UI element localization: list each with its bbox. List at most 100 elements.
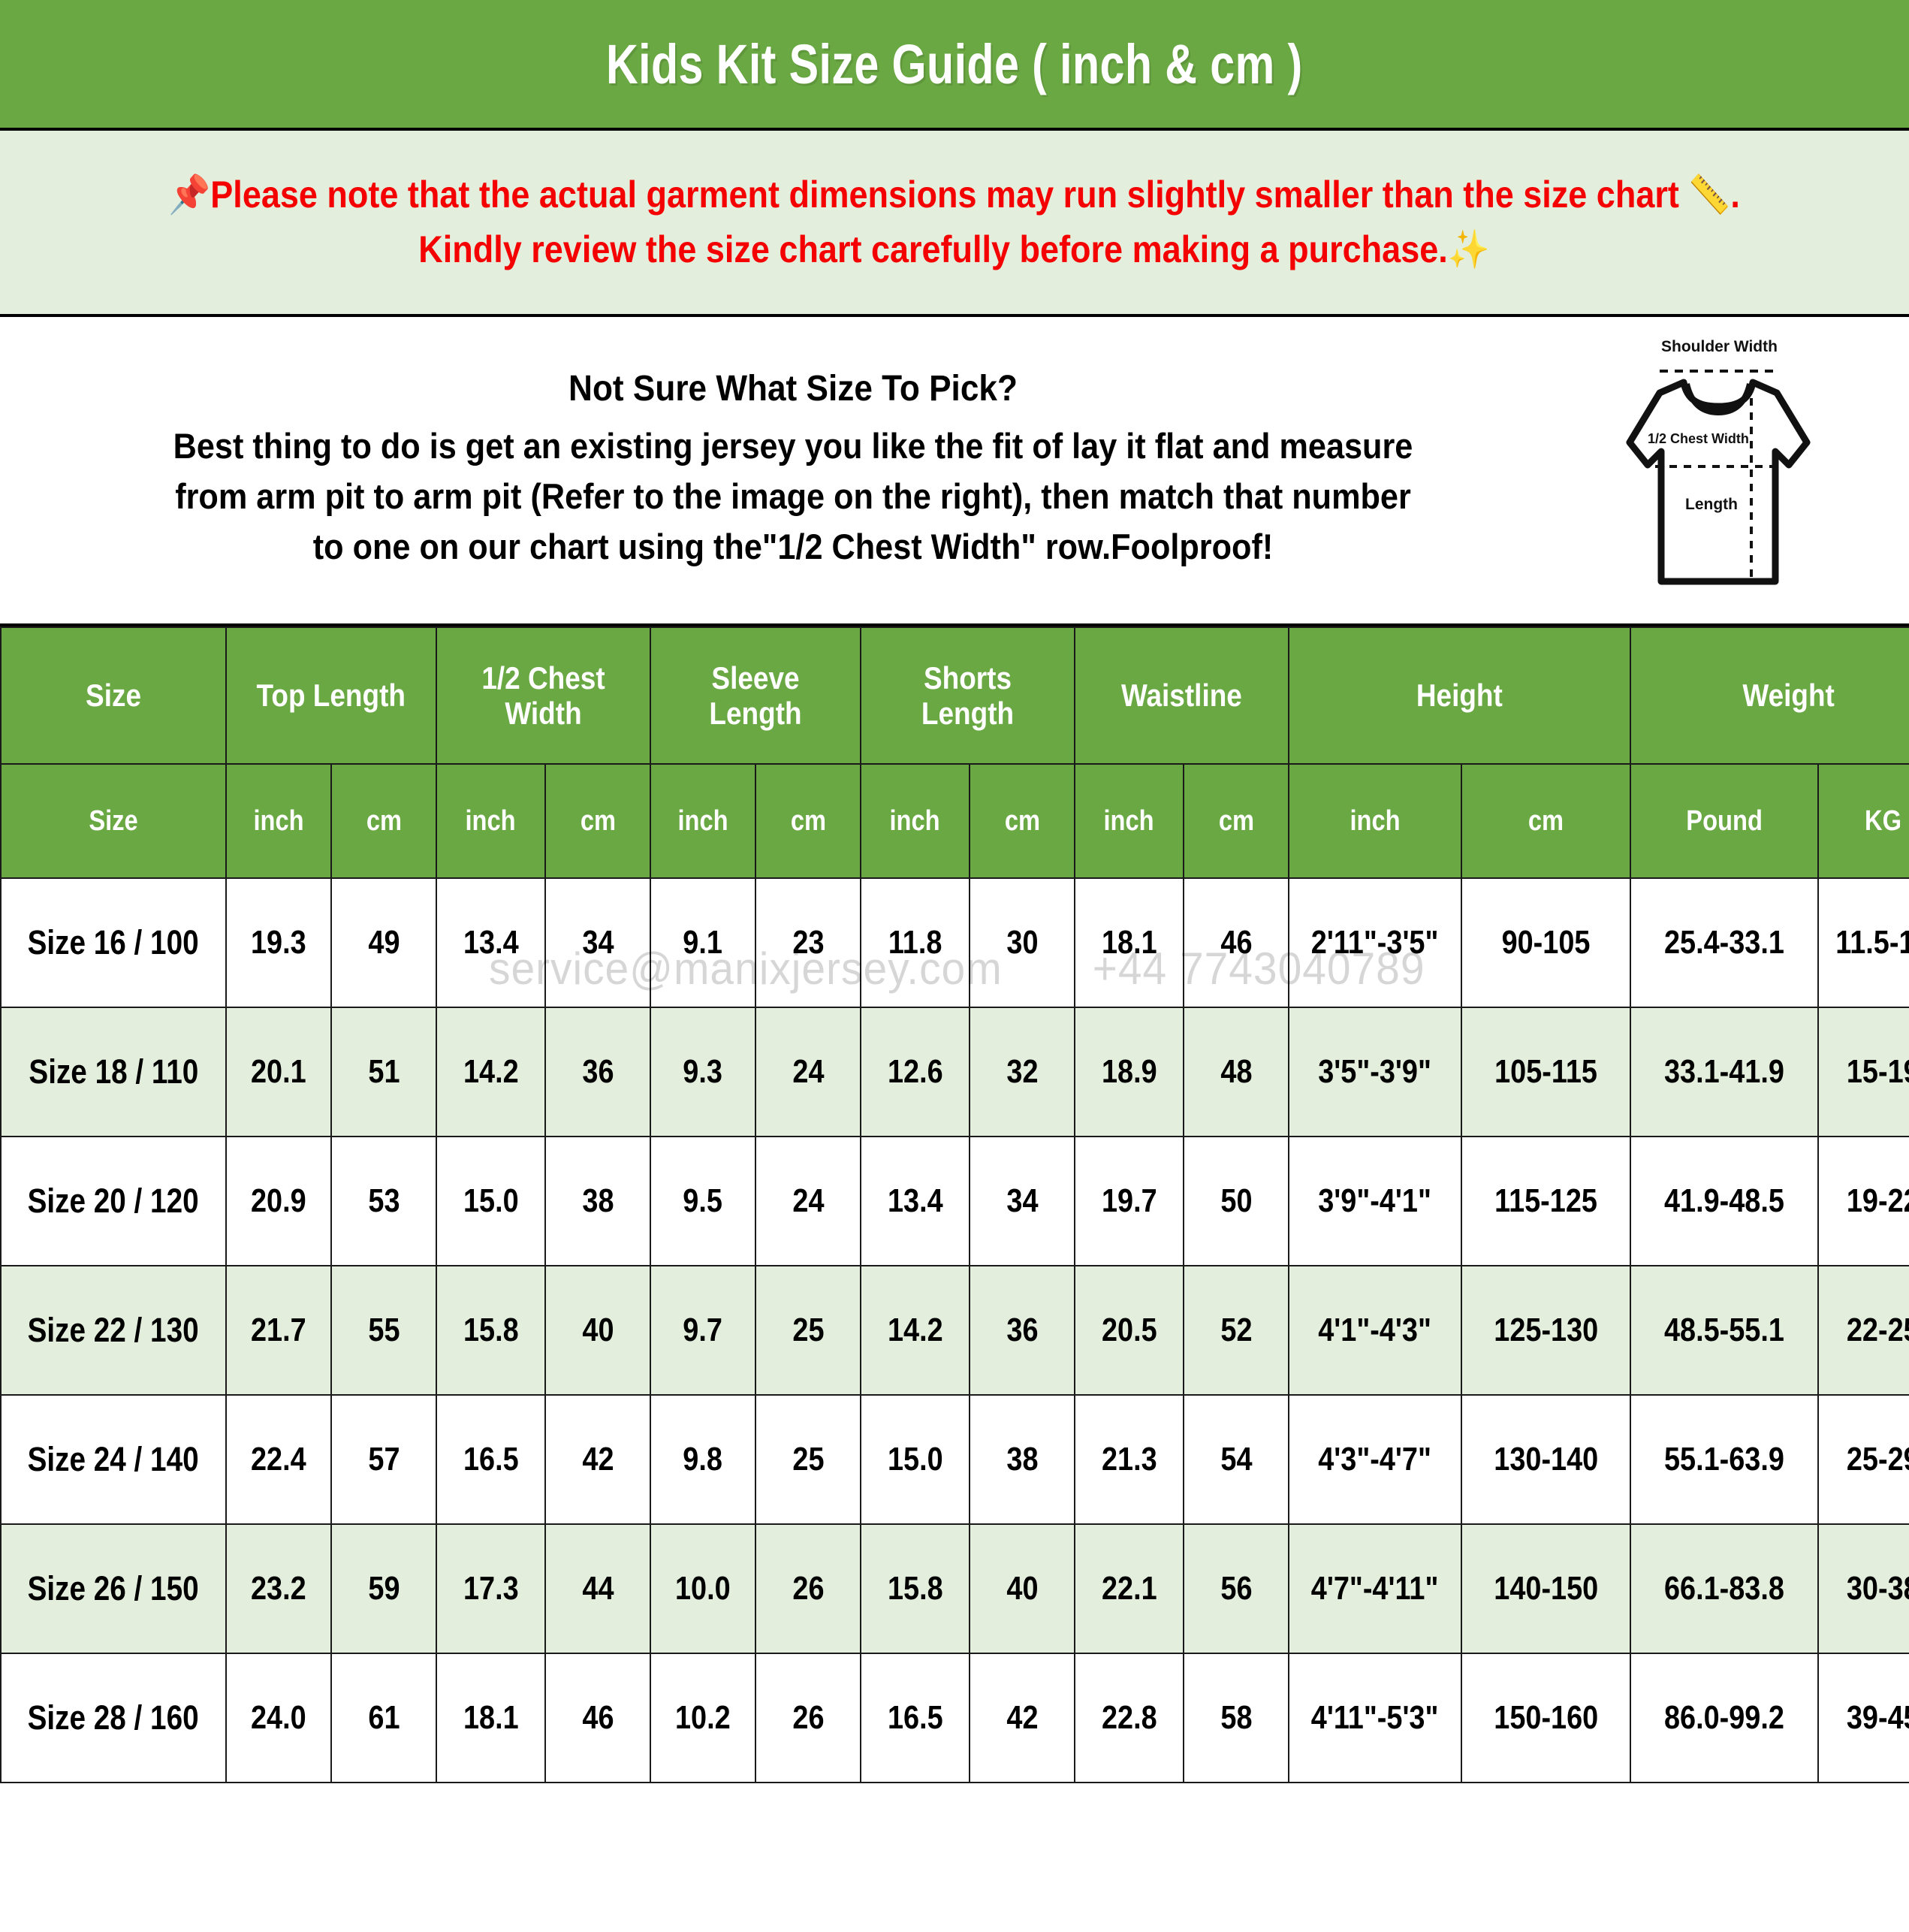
tshirt-measurement-diagram: Shoulder Width 1/2 Chest Width Length — [1594, 317, 1909, 623]
cell-value: 21.3 — [1074, 1394, 1185, 1525]
cell-text: 25 — [792, 1441, 825, 1478]
unit-weight-pound: Pound — [1630, 763, 1820, 879]
cell-value: 90-105 — [1461, 877, 1632, 1008]
cell-value: 9.3 — [650, 1007, 757, 1137]
cell-value: 25-29 — [1817, 1394, 1909, 1525]
cell-value: 33.1-41.9 — [1630, 1007, 1820, 1137]
cell-text: 9.7 — [683, 1312, 723, 1348]
cell-text: 58 — [1220, 1699, 1253, 1736]
cell-value: 23.2 — [225, 1523, 332, 1654]
header-waistline: Waistline — [1074, 626, 1290, 765]
cell-value: 22-25 — [1817, 1265, 1909, 1396]
help-copy: Not Sure What Size To Pick? Best thing t… — [0, 368, 1594, 572]
cell-size: Size 28 / 160 — [0, 1653, 227, 1783]
cell-text: 13.4 — [887, 1182, 943, 1219]
cell-text: 20.1 — [251, 1053, 306, 1090]
shoulder-width-label: Shoulder Width — [1661, 338, 1778, 355]
cell-value: 61 — [330, 1653, 438, 1783]
cell-text: 26 — [792, 1570, 825, 1607]
cell-value: 55.1-63.9 — [1630, 1394, 1820, 1525]
cell-value: 13.4 — [860, 1136, 971, 1266]
ruler-icon: 📏 — [1688, 173, 1731, 216]
cell-value: 34 — [969, 1136, 1076, 1266]
cell-value: 19.3 — [225, 877, 332, 1008]
cell-value: 24 — [755, 1007, 862, 1137]
cell-text: 20.5 — [1101, 1312, 1157, 1348]
cell-value: 55 — [330, 1265, 438, 1396]
cell-text: 25 — [792, 1312, 825, 1348]
cell-text: 41.9-48.5 — [1664, 1182, 1784, 1219]
cell-text: 57 — [367, 1441, 400, 1478]
cell-text: 20.9 — [251, 1182, 306, 1219]
cell-value: 23 — [755, 877, 862, 1008]
unit-shorts-cm: cm — [969, 763, 1076, 879]
cell-text: 24 — [792, 1182, 825, 1219]
cell-text: 18.1 — [463, 1699, 519, 1736]
cell-value: 140-150 — [1461, 1523, 1632, 1654]
cell-text: 53 — [367, 1182, 400, 1219]
header-size: Size — [0, 626, 227, 765]
cell-text: 42 — [1006, 1699, 1039, 1736]
header-weight: Weight — [1630, 626, 1909, 765]
cell-text: 26 — [792, 1699, 825, 1736]
unit-shorts-inch: inch — [860, 763, 971, 879]
cell-text: 33.1-41.9 — [1664, 1053, 1784, 1090]
cell-text: 55.1-63.9 — [1664, 1441, 1784, 1478]
cell-text: 115-125 — [1494, 1182, 1597, 1219]
cell-text: 19-22 — [1846, 1182, 1909, 1219]
cell-value: 39-45 — [1817, 1653, 1909, 1783]
cell-value: 30 — [969, 877, 1076, 1008]
cell-value: 26 — [755, 1653, 862, 1783]
cell-value: 36 — [544, 1007, 652, 1137]
cell-text: 2'11"-3'5" — [1311, 924, 1439, 961]
help-line-1: Best thing to do is get an existing jers… — [173, 426, 1413, 466]
cell-value: 14.2 — [860, 1265, 971, 1396]
tshirt-neckline — [1684, 382, 1753, 416]
cell-value: 25 — [755, 1394, 862, 1525]
cell-value: 25 — [755, 1265, 862, 1396]
cell-text: 25.4-33.1 — [1664, 924, 1784, 961]
cell-value: 38 — [544, 1136, 652, 1266]
cell-text: 125-130 — [1494, 1312, 1598, 1348]
cell-text: 30-38 — [1846, 1570, 1909, 1607]
notice-text-1: Please note that the actual garment dime… — [210, 173, 1680, 216]
cell-text: 32 — [1006, 1053, 1039, 1090]
table-row: Size 24 / 140 22.4 57 16.5 42 9.8 25 15.0 38 21.3… — [0, 1394, 1909, 1525]
cell-text: 22.4 — [251, 1441, 306, 1478]
cell-value: 86.0-99.2 — [1630, 1653, 1820, 1783]
cell-value: 16.5 — [436, 1394, 547, 1525]
cell-text: 51 — [367, 1053, 400, 1090]
cell-text: 10.2 — [675, 1699, 731, 1736]
cell-text: 9.8 — [683, 1441, 723, 1478]
group-header-row: Size Top Length 1/2 Chest Width Sleeve L… — [0, 626, 1909, 765]
cell-value: 12.6 — [860, 1007, 971, 1137]
cell-text: Size 26 / 150 — [27, 1569, 200, 1607]
cell-text: 10.0 — [675, 1570, 731, 1607]
unit-top-length-cm: cm — [330, 763, 438, 879]
cell-text: 22.8 — [1101, 1699, 1157, 1736]
cell-value: 20.9 — [225, 1136, 332, 1266]
cell-value: 22.4 — [225, 1394, 332, 1525]
cell-text: 22.1 — [1101, 1570, 1157, 1607]
cell-value: 36 — [969, 1265, 1076, 1396]
cell-value: 9.5 — [650, 1136, 757, 1266]
cell-value: 20.1 — [225, 1007, 332, 1137]
cell-text: 4'7"-4'11" — [1311, 1570, 1439, 1607]
cell-text: 140-150 — [1494, 1570, 1598, 1607]
cell-text: 13.4 — [463, 924, 519, 961]
cell-value: 150-160 — [1461, 1653, 1632, 1783]
cell-size: Size 22 / 130 — [0, 1265, 227, 1396]
cell-text: 25-29 — [1846, 1441, 1909, 1478]
cell-text: 130-140 — [1494, 1441, 1598, 1478]
cell-value: 14.2 — [436, 1007, 547, 1137]
cell-value: 30-38 — [1817, 1523, 1909, 1654]
cell-text: 4'1"-4'3" — [1318, 1312, 1432, 1348]
unit-sleeve-inch: inch — [650, 763, 757, 879]
cell-value: 51 — [330, 1007, 438, 1137]
cell-value: 38 — [969, 1394, 1076, 1525]
cell-text: 15.8 — [887, 1570, 943, 1607]
cell-value: 13.4 — [436, 877, 547, 1008]
cell-text: 50 — [1220, 1182, 1253, 1219]
cell-value: 22.8 — [1074, 1653, 1185, 1783]
